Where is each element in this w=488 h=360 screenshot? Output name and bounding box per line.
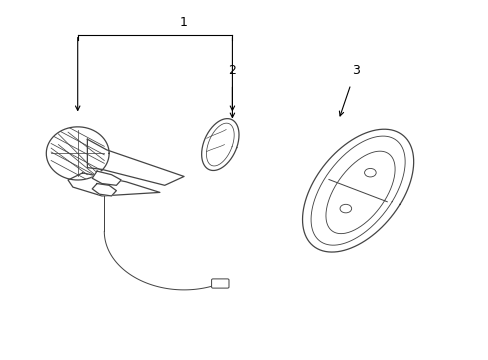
Text: 1: 1 <box>180 16 187 30</box>
Polygon shape <box>325 151 394 234</box>
Text: 3: 3 <box>351 64 359 77</box>
Circle shape <box>339 204 351 213</box>
Polygon shape <box>68 173 160 196</box>
Polygon shape <box>87 139 183 185</box>
Polygon shape <box>46 127 109 180</box>
Polygon shape <box>201 118 239 171</box>
Polygon shape <box>92 171 121 185</box>
Polygon shape <box>92 184 116 196</box>
FancyBboxPatch shape <box>211 279 228 288</box>
Circle shape <box>364 168 375 177</box>
Text: 2: 2 <box>228 64 236 77</box>
Polygon shape <box>302 129 413 252</box>
